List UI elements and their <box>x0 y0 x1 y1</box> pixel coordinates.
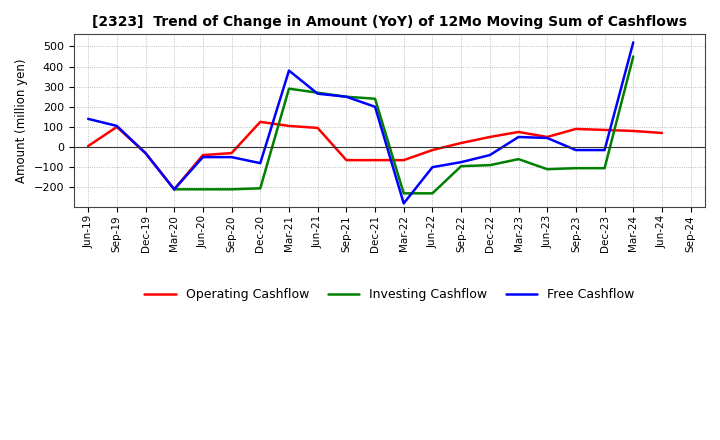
Legend: Operating Cashflow, Investing Cashflow, Free Cashflow: Operating Cashflow, Investing Cashflow, … <box>140 283 639 306</box>
Investing Cashflow <box>313 90 322 95</box>
Free Cashflow <box>256 161 264 166</box>
Free Cashflow <box>400 201 408 206</box>
Title: [2323]  Trend of Change in Amount (YoY) of 12Mo Moving Sum of Cashflows: [2323] Trend of Change in Amount (YoY) o… <box>92 15 687 29</box>
Operating Cashflow <box>371 158 379 163</box>
Free Cashflow <box>485 152 494 158</box>
Free Cashflow <box>199 154 207 160</box>
Free Cashflow <box>572 147 580 153</box>
Investing Cashflow <box>228 187 236 192</box>
Operating Cashflow <box>514 129 523 135</box>
Operating Cashflow <box>543 134 552 139</box>
Investing Cashflow <box>543 167 552 172</box>
Investing Cashflow <box>284 86 293 92</box>
Free Cashflow <box>141 150 150 156</box>
Free Cashflow <box>629 40 638 45</box>
Free Cashflow <box>600 147 609 153</box>
Free Cashflow <box>543 136 552 141</box>
Operating Cashflow <box>657 130 666 136</box>
Operating Cashflow <box>256 119 264 125</box>
Y-axis label: Amount (million yen): Amount (million yen) <box>15 59 28 183</box>
Investing Cashflow <box>342 94 351 99</box>
Operating Cashflow <box>400 158 408 163</box>
Investing Cashflow <box>514 157 523 162</box>
Investing Cashflow <box>170 187 179 192</box>
Operating Cashflow <box>342 158 351 163</box>
Investing Cashflow <box>199 187 207 192</box>
Free Cashflow <box>84 116 92 121</box>
Operating Cashflow <box>485 134 494 139</box>
Free Cashflow <box>371 104 379 110</box>
Free Cashflow <box>284 68 293 73</box>
Investing Cashflow <box>629 54 638 59</box>
Free Cashflow <box>514 134 523 139</box>
Operating Cashflow <box>572 126 580 132</box>
Line: Operating Cashflow: Operating Cashflow <box>88 122 662 189</box>
Investing Cashflow <box>485 162 494 168</box>
Investing Cashflow <box>456 164 465 169</box>
Free Cashflow <box>313 91 322 96</box>
Operating Cashflow <box>112 124 121 129</box>
Operating Cashflow <box>84 143 92 149</box>
Investing Cashflow <box>428 191 437 196</box>
Investing Cashflow <box>256 186 264 191</box>
Operating Cashflow <box>199 152 207 158</box>
Investing Cashflow <box>600 165 609 171</box>
Free Cashflow <box>456 160 465 165</box>
Line: Investing Cashflow: Investing Cashflow <box>174 56 634 193</box>
Operating Cashflow <box>313 125 322 131</box>
Operating Cashflow <box>284 123 293 128</box>
Operating Cashflow <box>170 187 179 192</box>
Operating Cashflow <box>141 150 150 156</box>
Operating Cashflow <box>456 140 465 146</box>
Free Cashflow <box>112 123 121 128</box>
Operating Cashflow <box>428 147 437 153</box>
Free Cashflow <box>428 165 437 170</box>
Free Cashflow <box>342 94 351 99</box>
Free Cashflow <box>228 154 236 160</box>
Investing Cashflow <box>371 96 379 101</box>
Operating Cashflow <box>228 150 236 156</box>
Investing Cashflow <box>572 165 580 171</box>
Free Cashflow <box>170 187 179 192</box>
Line: Free Cashflow: Free Cashflow <box>88 42 634 203</box>
Investing Cashflow <box>400 191 408 196</box>
Operating Cashflow <box>629 128 638 134</box>
Operating Cashflow <box>600 127 609 132</box>
